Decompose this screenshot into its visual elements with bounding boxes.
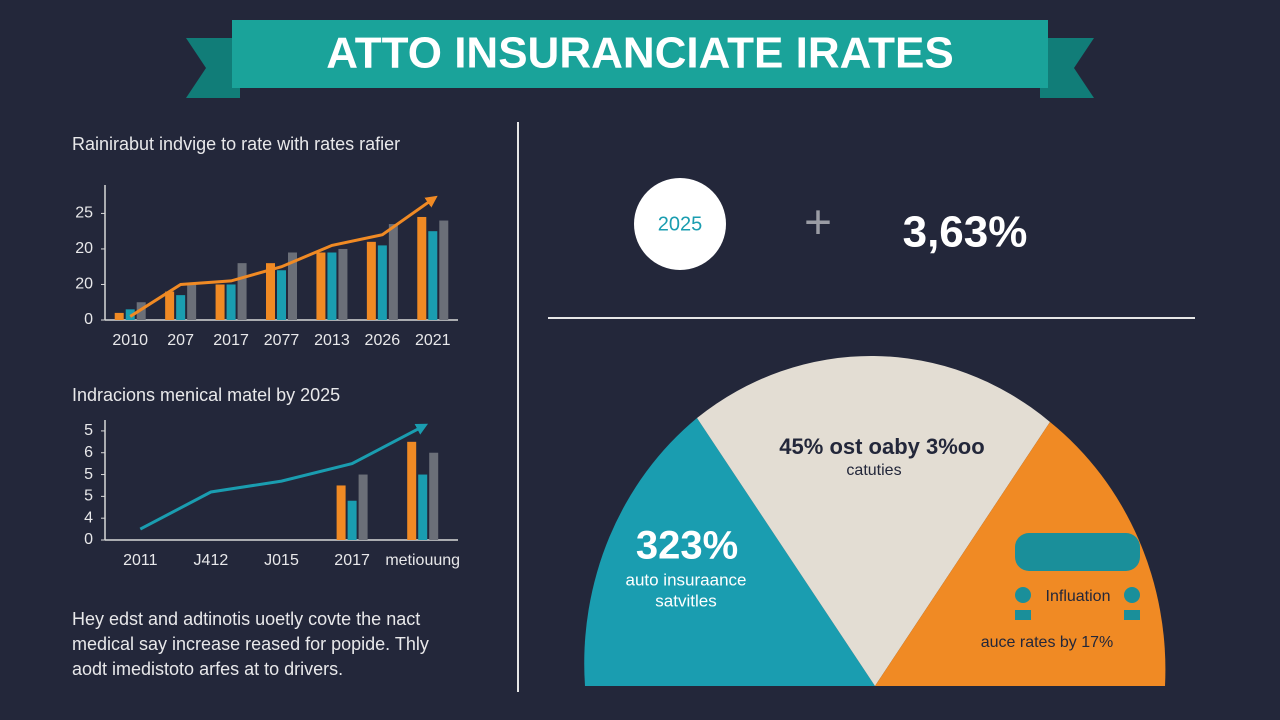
x-tick-label: 2011 <box>123 552 158 569</box>
y-tick-label: 5 <box>84 466 93 483</box>
year-badge <box>634 178 726 270</box>
gauge-right-caption: auce rates by 17% <box>981 634 1114 651</box>
stat-year: 2025 <box>658 213 703 235</box>
paragraph-line: Hey edst and adtinotis uoetly covte the … <box>72 609 420 629</box>
bar <box>338 248 348 320</box>
car-icon <box>1015 587 1031 603</box>
gauge-left <box>584 418 875 686</box>
x-tick-label: 2013 <box>314 332 350 349</box>
x-tick-label: 2026 <box>365 332 401 349</box>
y-tick-label: 25 <box>75 205 93 222</box>
bar <box>176 295 186 320</box>
trend-line <box>129 195 438 318</box>
gauge-right-label: Influation <box>1046 588 1111 605</box>
x-tick-label: 2017 <box>213 332 249 349</box>
bar <box>277 270 286 320</box>
bar <box>316 252 326 320</box>
gauge-left-label: satvitles <box>655 591 716 610</box>
gauge-left-figure: 323% <box>636 524 738 568</box>
stat-operator: + <box>804 197 832 250</box>
y-tick-label: 0 <box>84 311 93 328</box>
gauge: 323% auto insuraance satvitles 45% ost o… <box>584 355 1166 686</box>
chart-title: Indracions menical matel by 2025 <box>72 385 340 405</box>
x-tick-label: 2017 <box>334 552 370 569</box>
bar <box>358 474 368 540</box>
x-tick-label: J412 <box>194 552 229 569</box>
y-tick-label: 6 <box>84 444 93 461</box>
bar <box>429 452 439 540</box>
bar <box>125 309 135 320</box>
stat-value: 3,63% <box>903 208 1028 257</box>
bar <box>226 284 236 320</box>
car-icon <box>1124 610 1140 620</box>
bar <box>327 252 337 320</box>
bar <box>237 263 247 320</box>
paragraph-line: aodt imedistoto arfes at to drivers. <box>72 659 343 679</box>
car-icon <box>1124 587 1140 603</box>
x-tick-label: metiouung <box>385 552 460 569</box>
y-tick-label: 20 <box>75 276 93 293</box>
gauge-left-label: auto insuraance <box>626 570 747 589</box>
bar <box>377 245 387 320</box>
y-tick-label: 4 <box>84 509 93 526</box>
car-icon <box>1015 533 1140 571</box>
x-tick-label: 2021 <box>415 332 451 349</box>
trend-line <box>139 423 429 531</box>
bar <box>114 312 124 320</box>
bar <box>347 500 357 540</box>
title-banner: ATTO INSURANCIATE IRATES <box>186 20 1094 98</box>
y-tick-label: 20 <box>75 240 93 257</box>
gauge-middle <box>697 355 1050 686</box>
bar <box>215 284 225 320</box>
x-tick-label: 2010 <box>112 332 148 349</box>
y-tick-label: 5 <box>84 422 93 439</box>
bar <box>366 241 376 320</box>
gauge-middle-figure: 45% ost oaby 3%oo <box>779 434 984 459</box>
bar <box>418 474 428 540</box>
car-icon <box>1015 610 1031 620</box>
x-tick-label: J015 <box>264 552 299 569</box>
bar <box>428 231 438 320</box>
paragraph-line: medical say increase reased for popide. … <box>72 634 429 654</box>
bar <box>165 291 175 320</box>
bar <box>417 216 427 320</box>
bar <box>266 263 275 320</box>
x-tick-label: 2077 <box>264 332 300 349</box>
bar <box>187 284 197 320</box>
y-tick-label: 0 <box>84 531 93 548</box>
bar <box>288 252 297 320</box>
gauge-middle-label: catuties <box>846 462 901 479</box>
bar <box>407 441 417 540</box>
y-tick-label: 5 <box>84 488 93 505</box>
title: ATTO INSURANCIATE IRATES <box>326 29 953 78</box>
bar <box>388 224 398 320</box>
bar <box>439 220 449 320</box>
bar <box>336 485 346 540</box>
chart-title: Rainirabut indvige to rate with rates ra… <box>72 134 400 154</box>
x-tick-label: 207 <box>167 332 194 349</box>
